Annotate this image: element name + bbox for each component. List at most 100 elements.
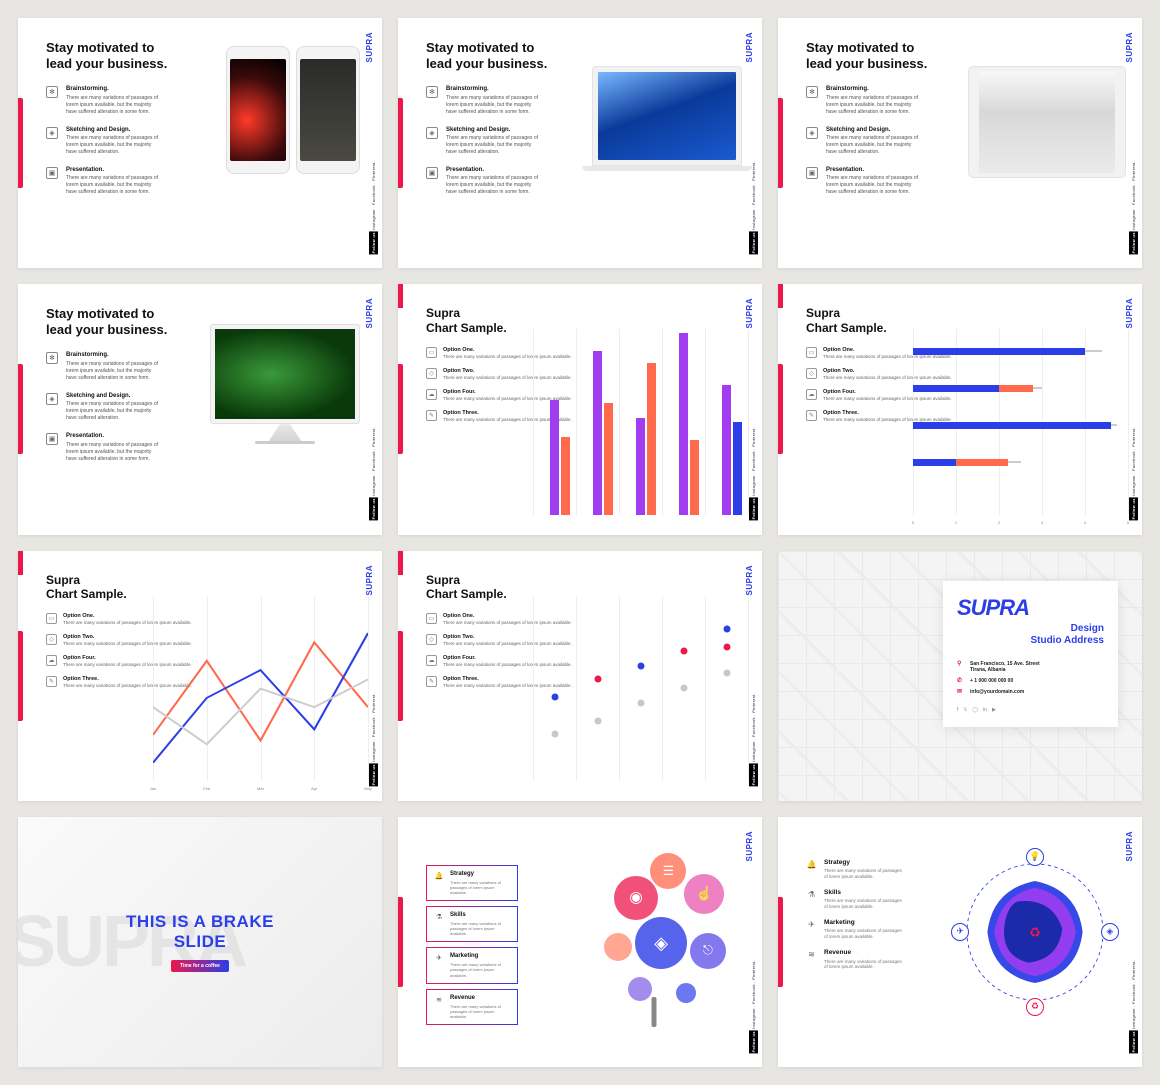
option-icon: ▭ [46, 613, 57, 624]
follow-label: Follow us Instagram . Facebook . Pintere… [1131, 161, 1136, 254]
follow-label: Follow us Instagram . Facebook . Pintere… [751, 161, 756, 254]
slide-11-tree: SUPRA Follow us Instagram . Facebook . P… [398, 817, 762, 1067]
slide-12-swirl: SUPRA Follow us Instagram . Facebook . P… [778, 817, 1142, 1067]
phone-mockup-1 [226, 46, 290, 174]
info-box: ✈MarketingThere are many variations of p… [426, 947, 518, 983]
diamond-icon: ◈ [806, 127, 818, 139]
snowflake-icon: ✻ [806, 86, 818, 98]
option-icon: ☁ [426, 389, 437, 400]
brand-mark: SUPRA [365, 298, 374, 329]
brand-mark: SUPRA [365, 565, 374, 596]
side-tab [398, 364, 403, 454]
brand-mark: SUPRA [745, 831, 754, 862]
phone-mockup-2 [296, 46, 360, 174]
brand-mark: SUPRA [1125, 32, 1134, 63]
slide-6-hbar-chart: SUPRA Follow us Instagram . Facebook . P… [778, 284, 1142, 534]
present-icon: ▣ [46, 167, 58, 179]
option-icon: ▭ [806, 347, 817, 358]
info-boxes: 🔔StrategyThere are many variations of pa… [426, 865, 518, 1030]
info-box: ⚗SkillsThere are many variations of pass… [426, 906, 518, 942]
option-icon: ◇ [426, 634, 437, 645]
side-tab [398, 897, 403, 987]
side-tab [18, 98, 23, 188]
bar-chart [533, 329, 748, 514]
snowflake-icon: ✻ [46, 352, 58, 364]
side-tab [18, 631, 23, 721]
brand-mark: SUPRA [745, 565, 754, 596]
brand-mark: SUPRA [1125, 298, 1134, 329]
break-button[interactable]: Time for a coffee [171, 960, 229, 972]
brand-mark: SUPRA [1125, 831, 1134, 862]
slide-grid: SUPRA Follow us Instagram . Facebook . P… [18, 18, 1142, 1067]
side-tab [398, 98, 403, 188]
snowflake-icon: ✻ [46, 86, 58, 98]
info-list: 🔔StrategyThere are many variations of pa… [806, 859, 906, 980]
address-lines: ⚲San Francisco, 15 Ave. StreetTirana, Al… [957, 661, 1104, 698]
follow-label: Follow us Instagram . Facebook . Pintere… [371, 161, 376, 254]
option-icon: ✎ [426, 410, 437, 421]
info-box: 🔔StrategyThere are many variations of pa… [426, 865, 518, 901]
option-icon: ✎ [426, 676, 437, 687]
hbar-chart: 012345 [913, 329, 1128, 514]
slide-1: SUPRA Follow us Instagram . Facebook . P… [18, 18, 382, 268]
slide-2: SUPRA Follow us Instagram . Facebook . P… [398, 18, 762, 268]
snowflake-icon: ✻ [426, 86, 438, 98]
slide-3: SUPRA Follow us Instagram . Facebook . P… [778, 18, 1142, 268]
follow-label: Follow us Instagram . Facebook . Pintere… [371, 693, 376, 786]
address-subtitle: DesignStudio Address [957, 623, 1104, 647]
follow-label: Follow us Instagram . Facebook . Pintere… [1131, 427, 1136, 520]
present-icon: ▣ [46, 433, 58, 445]
social-icons: f𝕏◯in▶ [957, 707, 1104, 713]
slide-10-break: SUPRA THIS IS A BRAKESLIDE Time for a co… [18, 817, 382, 1067]
scatter-chart [533, 596, 748, 781]
accent-bar [18, 551, 23, 575]
info-item: ≋RevenueThere are many variations of pas… [806, 949, 906, 970]
brand-mark: SUPRA [365, 32, 374, 63]
tablet-mockup [968, 66, 1126, 178]
logo: SUPRA [957, 595, 1104, 621]
info-item: 🔔StrategyThere are many variations of pa… [806, 859, 906, 880]
address-card: SUPRA DesignStudio Address ⚲San Francisc… [943, 581, 1118, 728]
svg-text:♻: ♻ [1029, 925, 1041, 940]
laptop-base [582, 166, 752, 171]
follow-label: Follow us Instagram . Facebook . Pintere… [751, 960, 756, 1053]
diamond-icon: ◈ [46, 127, 58, 139]
swirl-graphic: ♻ 💡◈♻✈ [950, 847, 1120, 1017]
brand-mark: SUPRA [745, 298, 754, 329]
option-icon: ☁ [806, 389, 817, 400]
tree-graphic: ☰◉☝◈⎋ [564, 837, 744, 1027]
slide-5-bar-chart: SUPRA Follow us Instagram . Facebook . P… [398, 284, 762, 534]
slide-7-line-chart: SUPRA Follow us Instagram . Facebook . P… [18, 551, 382, 801]
slide-8-scatter-chart: SUPRA Follow us Instagram . Facebook . P… [398, 551, 762, 801]
side-tab [778, 897, 783, 987]
diamond-icon: ◈ [426, 127, 438, 139]
option-icon: ▭ [426, 347, 437, 358]
option-icon: ◇ [806, 368, 817, 379]
present-icon: ▣ [806, 167, 818, 179]
laptop-mockup [592, 66, 742, 166]
brand-mark: SUPRA [745, 32, 754, 63]
follow-label: Follow us Instagram . Facebook . Pintere… [371, 427, 376, 520]
follow-label: Follow us Instagram . Facebook . Pintere… [751, 693, 756, 786]
line-chart: JanFebMarAprMay [153, 596, 368, 781]
present-icon: ▣ [426, 167, 438, 179]
option-icon: ◇ [426, 368, 437, 379]
accent-bar [778, 284, 783, 308]
side-tab [18, 364, 23, 454]
option-icon: ✎ [46, 676, 57, 687]
slide-4: SUPRA Follow us Instagram . Facebook . P… [18, 284, 382, 534]
monitor-base [255, 441, 315, 444]
info-box: ≋RevenueThere are many variations of pas… [426, 989, 518, 1025]
option-icon: ☁ [426, 655, 437, 666]
info-item: ✈MarketingThere are many variations of p… [806, 919, 906, 940]
follow-label: Follow us Instagram . Facebook . Pintere… [751, 427, 756, 520]
accent-bar [398, 551, 403, 575]
option-icon: ✎ [806, 410, 817, 421]
option-icon: ◇ [46, 634, 57, 645]
follow-label: Follow us Instagram . Facebook . Pintere… [1131, 960, 1136, 1053]
side-tab [778, 364, 783, 454]
info-item: ⚗SkillsThere are many variations of pass… [806, 889, 906, 910]
side-tab [778, 98, 783, 188]
monitor-mockup [210, 324, 360, 424]
accent-bar [398, 284, 403, 308]
